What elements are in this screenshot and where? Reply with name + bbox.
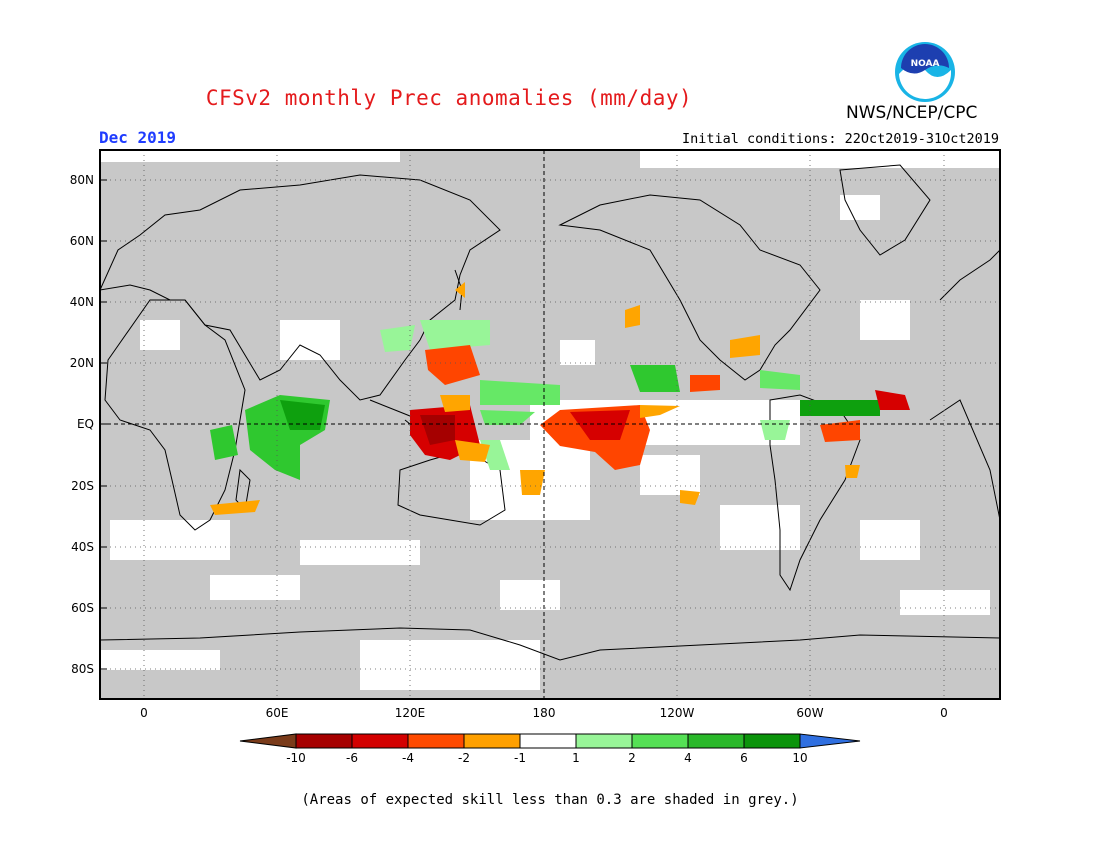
legend-label: 4 xyxy=(684,751,692,765)
legend-label: -2 xyxy=(458,751,470,765)
lon-label: 60E xyxy=(265,706,289,720)
legend-bin xyxy=(743,733,801,749)
legend-colorbar xyxy=(239,733,861,749)
lat-label: 60S xyxy=(71,601,94,615)
lat-label: 40S xyxy=(71,540,94,554)
lon-label: 0 xyxy=(940,706,948,720)
legend-bin xyxy=(687,733,745,749)
lon-label: 120W xyxy=(659,706,695,720)
legend-label: 6 xyxy=(740,751,748,765)
noaa-logo-icon: NOAA xyxy=(895,42,955,102)
lat-label: 20S xyxy=(71,479,94,493)
lat-label: 40N xyxy=(69,295,94,309)
legend-arrow-left xyxy=(239,733,297,749)
lon-label: 0 xyxy=(140,706,148,720)
footnote: (Areas of expected skill less than 0.3 a… xyxy=(301,792,799,808)
legend-arrow-right xyxy=(799,733,861,749)
chart-title: CFSv2 monthly Prec anomalies (mm/day) xyxy=(205,86,693,110)
legend-bin xyxy=(575,733,633,749)
legend-label: -6 xyxy=(346,751,358,765)
lat-ticks xyxy=(100,179,107,670)
legend-bin xyxy=(519,733,577,749)
wet-anomalies xyxy=(210,320,880,480)
legend-label: 2 xyxy=(628,751,636,765)
agency-label: NWS/NCEP/CPC xyxy=(846,103,978,123)
lon-label: 60W xyxy=(796,706,824,720)
lon-label: 120E xyxy=(394,706,426,720)
legend-bin xyxy=(463,733,521,749)
legend-bin xyxy=(631,733,689,749)
legend-label: -4 xyxy=(402,751,414,765)
graticule xyxy=(100,150,1000,699)
forecast-month: Dec 2019 xyxy=(99,128,177,147)
initial-conditions: Initial conditions: 22Oct2019-31Oct2019 xyxy=(682,131,999,147)
legend-bin xyxy=(407,733,465,749)
legend-label: 10 xyxy=(792,751,808,765)
lat-label: EQ xyxy=(76,417,94,431)
legend-label: -1 xyxy=(514,751,526,765)
lat-label: 20N xyxy=(69,356,94,370)
white-no-signal-areas xyxy=(100,150,1000,690)
lat-label: 80N xyxy=(69,173,94,187)
lat-label: 60N xyxy=(69,234,94,248)
lon-label: 180 xyxy=(532,706,556,720)
legend-bin xyxy=(351,733,409,749)
legend-label: 1 xyxy=(572,751,580,765)
legend-label: -10 xyxy=(286,751,306,765)
dry-anomalies xyxy=(210,282,910,515)
svg-text:NOAA: NOAA xyxy=(911,59,940,69)
legend-bin xyxy=(295,733,353,749)
lat-label: 80S xyxy=(71,662,94,676)
